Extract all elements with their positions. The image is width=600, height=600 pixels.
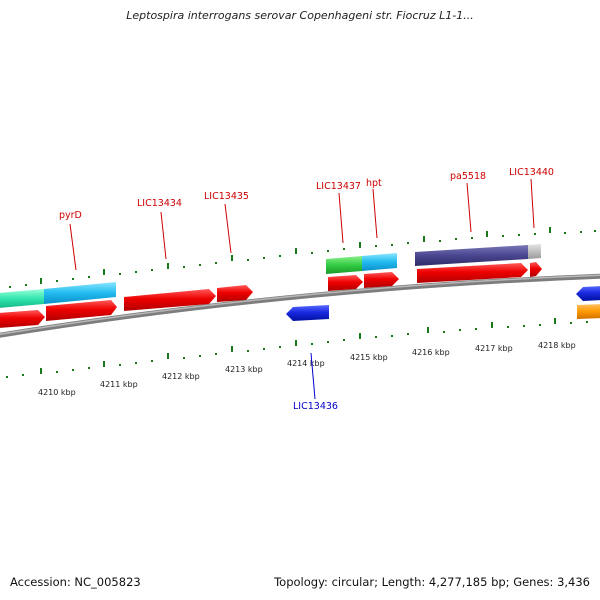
gene-arrow	[576, 286, 600, 301]
feature-bar-mint	[0, 289, 44, 308]
feature-bar-gray	[528, 244, 541, 259]
kbp-label: 4216 kbp	[412, 348, 450, 357]
feature-bar-purple	[415, 245, 528, 266]
gene-label-LIC13437[interactable]: LIC13437	[316, 181, 361, 192]
gene-label-pyrD[interactable]: pyrD	[59, 210, 82, 221]
gene-labels: pyrD LIC13434 LIC13435 LIC13437 hpt pa55…	[59, 167, 554, 412]
gene-label-LIC13440[interactable]: LIC13440	[509, 167, 554, 178]
kbp-label: 4217 kbp	[475, 344, 513, 353]
kbp-label: 4211 kbp	[100, 380, 138, 389]
forward-cds-track	[0, 262, 542, 328]
kbp-label: 4214 kbp	[287, 359, 325, 368]
gene-label-hpt[interactable]: hpt	[366, 178, 382, 189]
genome-summary-text: Topology: circular; Length: 4,277,185 bp…	[274, 575, 590, 589]
gene-arrow	[417, 263, 528, 283]
genome-backbone-highlight	[0, 274, 600, 335]
map-title: Leptospira interrogans serovar Copenhage…	[126, 9, 474, 22]
gene-arrow	[286, 305, 329, 321]
feature-bars	[0, 244, 541, 308]
kbp-scale-labels: 4210 kbp 4211 kbp 4212 kbp 4213 kbp 4214…	[38, 341, 576, 397]
kbp-label: 4218 kbp	[538, 341, 576, 350]
gene-arrow	[530, 262, 542, 277]
forward-tick-ring	[9, 227, 596, 288]
kbp-label: 4210 kbp	[38, 388, 76, 397]
reverse-tick-ring	[6, 318, 588, 378]
gene-arrow	[46, 300, 117, 321]
kbp-label: 4213 kbp	[225, 365, 263, 374]
gene-arrow	[124, 289, 216, 311]
feature-bar-green	[326, 256, 362, 274]
feature-bar-cyan	[362, 253, 397, 271]
genome-backbone	[0, 273, 600, 338]
reverse-cds-track	[286, 286, 600, 321]
gene-arrow	[364, 272, 399, 288]
gene-arrow	[328, 275, 363, 291]
gene-arrow	[577, 304, 600, 319]
gene-label-LIC13436[interactable]: LIC13436	[293, 401, 338, 412]
label-leaders	[69, 178, 535, 400]
gene-label-LIC13435[interactable]: LIC13435	[204, 191, 249, 202]
kbp-label: 4215 kbp	[350, 353, 388, 362]
kbp-label: 4212 kbp	[162, 372, 200, 381]
accession-text: Accession: NC_005823	[10, 575, 141, 589]
feature-bar-cyan	[44, 282, 116, 304]
gene-label-LIC13434[interactable]: LIC13434	[137, 198, 182, 209]
gene-arrow	[217, 285, 253, 302]
gene-label-pa5518[interactable]: pa5518	[450, 171, 486, 182]
gene-arrow	[0, 310, 45, 328]
